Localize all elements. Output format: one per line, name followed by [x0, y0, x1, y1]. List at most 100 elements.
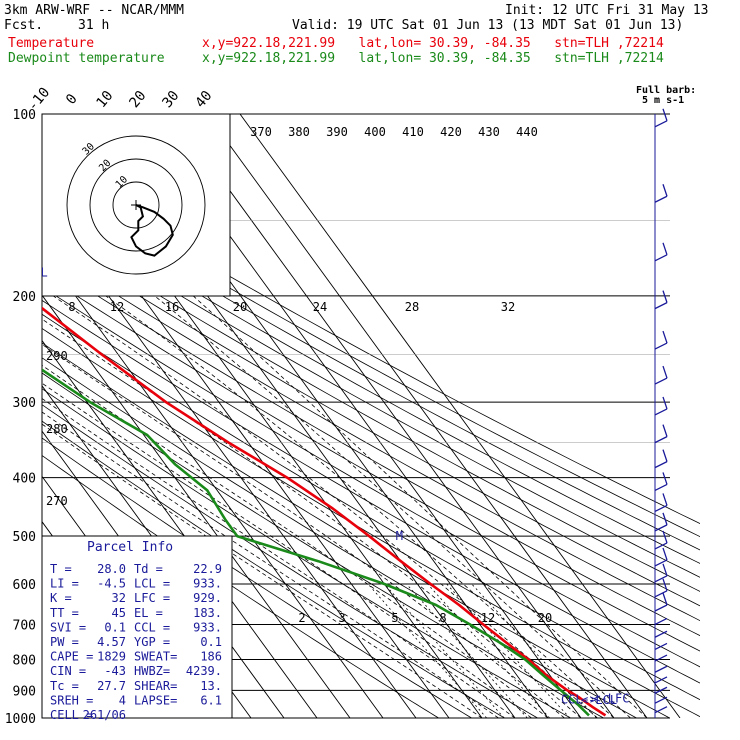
legend-temperature-info: x,y=922.18,221.99 lat,lon= 30.39, -84.35… [202, 36, 664, 51]
parcel-label-2: LCL = [134, 577, 170, 591]
theta-label: 380 [288, 125, 310, 139]
wind-barb [654, 676, 668, 684]
mixing-ratio-upper-label: 16 [165, 300, 179, 314]
parcel-label-2: LAPSE= [134, 693, 177, 707]
pressure-tick-label: 300 [13, 396, 36, 411]
mixing-ratio-upper-label: 24 [313, 300, 327, 314]
theta-label: 420 [440, 125, 462, 139]
parcel-label-2: Td = [134, 562, 163, 576]
moist-adiabat-line [192, 295, 648, 718]
wind-barb [654, 377, 668, 385]
temperature-tick-label: 0 [63, 91, 81, 108]
wind-barb [654, 542, 668, 550]
pressure-tick-label: 900 [13, 684, 36, 699]
wind-barb [654, 590, 668, 598]
parcel-value-2: 933. [193, 620, 222, 634]
theta-e-label: 270 [46, 494, 68, 508]
wind-barb-flag [662, 493, 668, 506]
wind-barb [654, 483, 668, 492]
parcel-label: PW = [50, 635, 79, 649]
temperature-line [42, 306, 607, 717]
legend-dewpoint-info: x,y=922.18,221.99 lat,lon= 30.39, -84.35… [202, 51, 664, 66]
parcel-label-2: SHEAR= [134, 679, 177, 693]
theta-e-label: 290 [46, 349, 68, 363]
wind-barb-flag [662, 563, 668, 577]
wind-barb-legend-line2: 5 m s-1 [642, 95, 684, 106]
parcel-value: -4.5 [97, 577, 126, 591]
moist-adiabat-line [42, 423, 483, 718]
wind-barb [654, 665, 668, 673]
moist-adiabat-line [105, 295, 615, 718]
parcel-value: 0.1 [104, 620, 126, 634]
pressure-tick-label: 400 [13, 472, 36, 487]
parcel-value-2: 13. [200, 679, 222, 693]
hodograph-ring [112, 181, 160, 229]
mixing-ratio-lower-label: 3 [338, 611, 345, 625]
theta-label: 410 [402, 125, 424, 139]
theta-e-label: 280 [46, 422, 68, 436]
wind-barbs: Full barb:5 m s-1 [636, 85, 696, 718]
parcel-label: CELL = [50, 708, 93, 722]
mixing-ratio-lower-label: 5 [391, 611, 398, 625]
sounding-annotation: CCL-> [561, 693, 597, 707]
pressure-tick-label: 700 [13, 618, 36, 633]
mixing-ratio-line [367, 583, 487, 718]
parcel-label: SVI = [50, 620, 86, 634]
wind-barb-flag [662, 472, 668, 485]
dry-adiabat-line [42, 372, 604, 718]
wind-barb [654, 254, 668, 262]
parcel-value-2: 183. [193, 606, 222, 620]
pressure-tick-label: 100 [13, 108, 36, 123]
theta-label: 400 [364, 125, 386, 139]
parcel-info-frame [41, 535, 233, 719]
wind-barb [654, 604, 668, 612]
dewpoint-line [42, 368, 590, 717]
wind-barb-flag [662, 108, 668, 122]
temperature-tick-label: 40 [192, 88, 215, 111]
mixing-ratio-lower-label: 20 [538, 611, 552, 625]
wind-barb-flag [662, 578, 668, 592]
dry-adiabat-line [42, 357, 637, 718]
parcel-label-2: SWEAT= [134, 650, 177, 664]
wind-barb-flag [662, 330, 668, 344]
wind-barb-flag [662, 530, 668, 544]
sounding-annotation: <-LCL [581, 693, 617, 707]
wind-barb [654, 706, 668, 714]
wind-barb [654, 630, 668, 638]
parcel-info-title: Parcel Info [87, 540, 173, 555]
wind-barb-flag [662, 512, 668, 526]
parcel-label-2: LFC = [134, 591, 170, 605]
parcel-label: CAPE = [50, 650, 93, 664]
wind-barb [654, 654, 668, 662]
wind-barb-flag [662, 365, 668, 379]
parcel-value-2: 933. [193, 577, 222, 591]
wind-barb [654, 504, 668, 513]
theta-label: 390 [326, 125, 348, 139]
wind-barb [654, 408, 668, 416]
legend-temperature-name: Temperature [8, 36, 95, 51]
forecast-hour: 31 h [78, 18, 110, 33]
parcel-value: 28.0 [97, 562, 126, 576]
wind-barb-flag [662, 547, 668, 561]
hodograph-trace [130, 204, 174, 257]
pressure-tick-label: 600 [13, 578, 36, 593]
parcel-label: T = [50, 562, 72, 576]
parcel-value: 27.7 [97, 679, 126, 693]
wind-barb [654, 575, 668, 583]
dry-adiabat-line [42, 420, 505, 718]
wind-barb [654, 120, 668, 128]
parcel-label-2: YGP = [134, 635, 170, 649]
dry-adiabat-line [42, 404, 538, 718]
sounding-series: <-EL CCL-><-LCL<-LFC M [42, 266, 629, 717]
parcel-value: 1829 [97, 650, 126, 664]
parcel-label: CIN = [50, 664, 86, 678]
model-title: 3km ARW-WRF -- NCAR/MMM [4, 3, 185, 18]
mixing-ratio-upper-label: 12 [110, 300, 124, 314]
wind-barb [654, 524, 668, 532]
wind-barb-legend-line1: Full barb: [636, 85, 696, 96]
parcel-value-2: 6.1 [200, 693, 222, 707]
theta-label: 430 [478, 125, 500, 139]
parcel-value: 4 [119, 693, 126, 707]
wind-barb-flag [662, 242, 668, 256]
wind-barb [654, 559, 668, 567]
